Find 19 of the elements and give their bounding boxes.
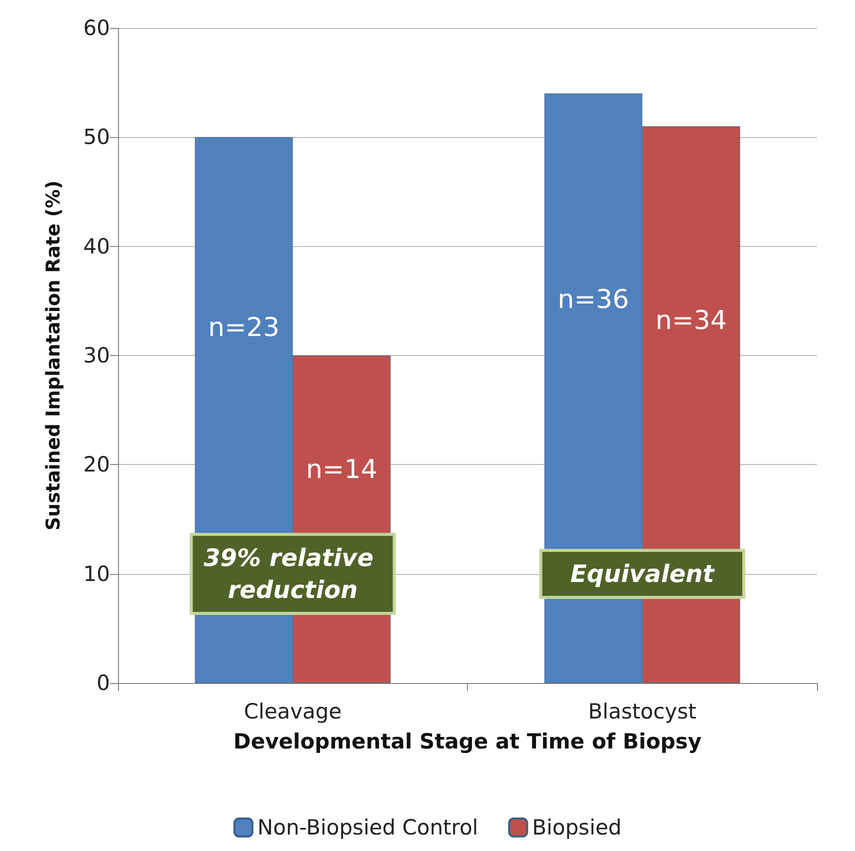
annotation: Equivalent [570, 560, 716, 588]
legend-label: Biopsied [532, 816, 622, 840]
y-tick-label: 10 [83, 562, 110, 586]
annotation: n=36 [558, 284, 629, 315]
y-tick-label: 40 [83, 234, 110, 258]
annotation: n=14 [306, 455, 378, 486]
legend-label: Non-Biopsied Control [257, 816, 478, 840]
annotation: n=23 [208, 313, 280, 344]
y-tick-label: 30 [83, 344, 110, 368]
y-tick-label: 20 [83, 452, 110, 477]
x-axis-title: Developmental Stage at Time of Biopsy [233, 730, 702, 754]
annotation: 39% relative reduction [204, 544, 382, 604]
annotation: n=34 [656, 306, 727, 336]
y-tick-label: 0 [96, 671, 110, 695]
x-tick-label: Cleavage [244, 700, 342, 724]
y-axis-title: Sustained Implantation Rate (%) [42, 180, 64, 531]
y-tick-label: 50 [83, 125, 110, 150]
x-tick-label: Blastocyst [588, 700, 696, 724]
y-tick-label: 60 [83, 16, 110, 40]
